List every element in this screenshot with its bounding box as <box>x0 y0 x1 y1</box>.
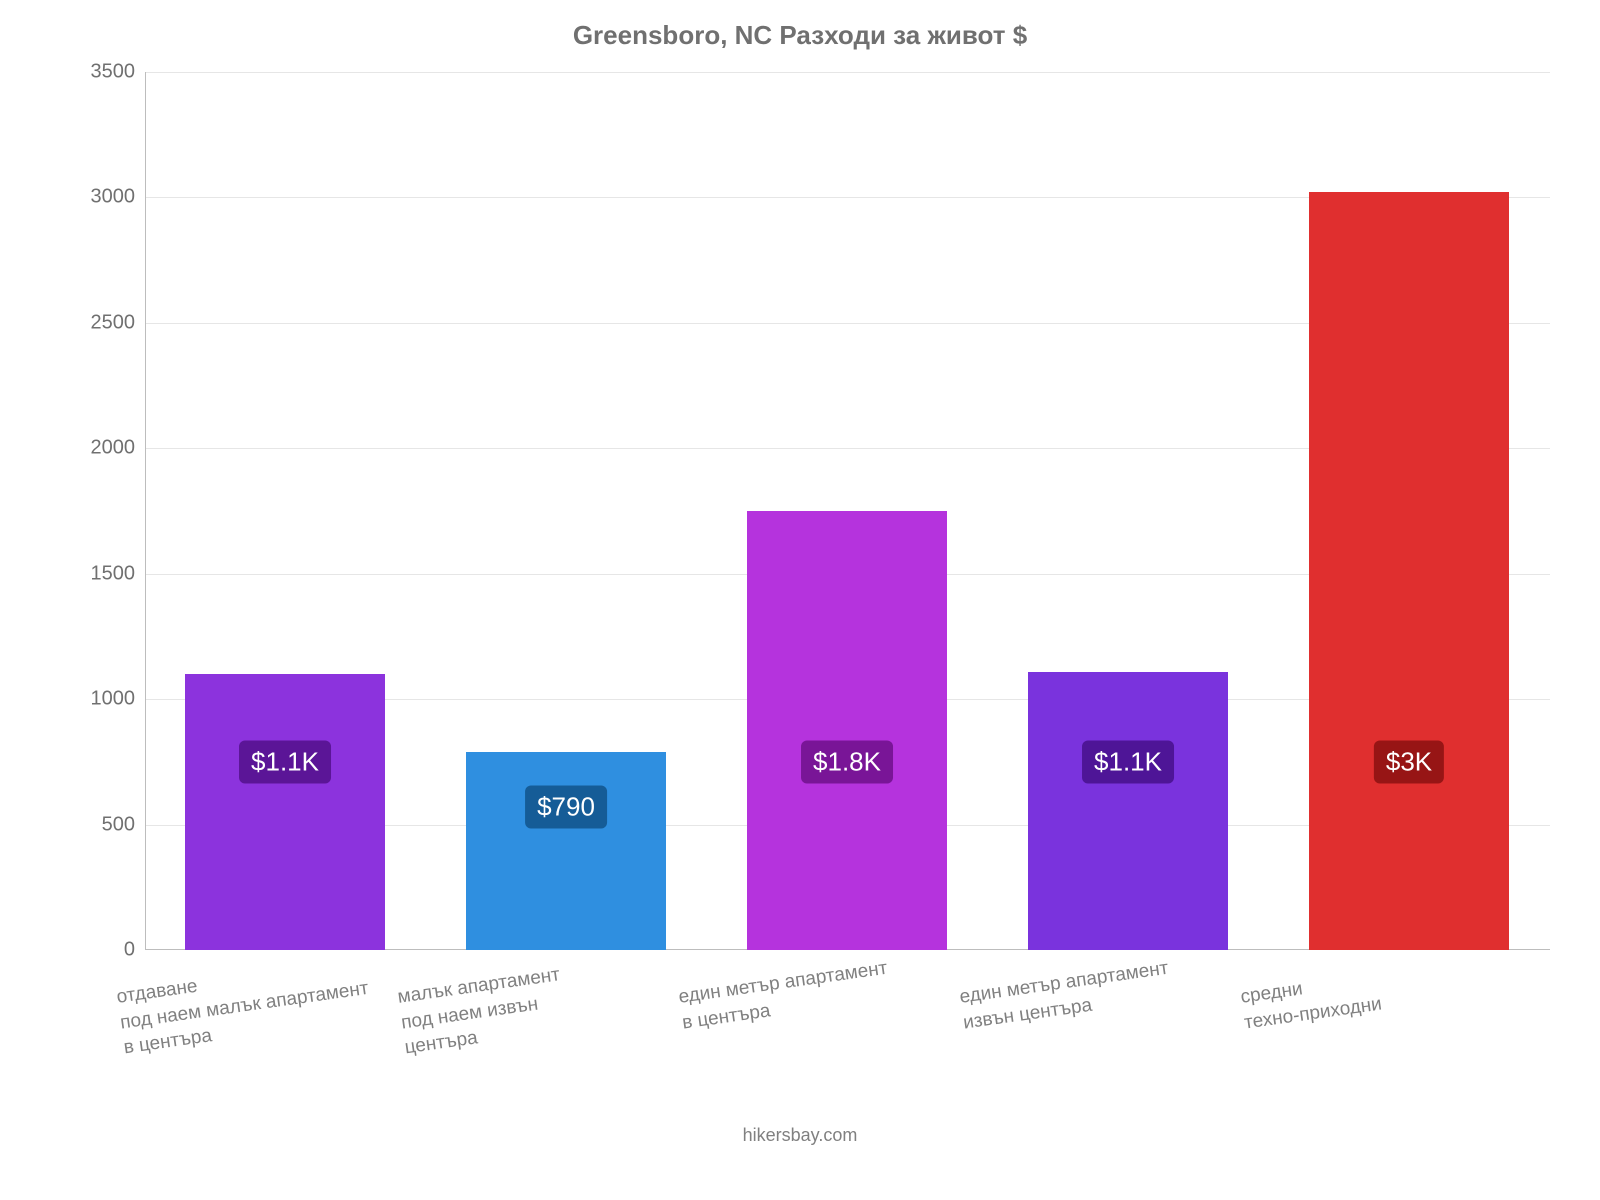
bar <box>466 752 666 950</box>
attribution-text: hikersbay.com <box>0 1125 1600 1146</box>
bar <box>185 674 385 950</box>
y-tick-label: 2000 <box>91 437 146 460</box>
bar-value-badge: $790 <box>525 786 607 829</box>
bar-value-badge: $1.1K <box>239 740 331 783</box>
grid-line <box>145 72 1550 73</box>
y-tick-label: 2500 <box>91 311 146 334</box>
x-tick-label: средни техно-приходни <box>1239 966 1383 1036</box>
bar <box>747 511 947 950</box>
bar-value-badge: $1.1K <box>1082 740 1174 783</box>
chart-container: Greensboro, NC Разходи за живот $ 050010… <box>0 0 1600 1200</box>
y-tick-label: 3000 <box>91 186 146 209</box>
bar <box>1028 672 1228 950</box>
bar <box>1309 192 1509 950</box>
plot-area: 0500100015002000250030003500$1.1Kотдаван… <box>145 72 1550 950</box>
chart-title: Greensboro, NC Разходи за живот $ <box>0 20 1600 51</box>
x-tick-label: малък апартамент под наем извън центъра <box>396 962 569 1061</box>
x-tick-label: един метър апартамент в центъра <box>677 956 893 1036</box>
bar-value-badge: $3K <box>1374 740 1444 783</box>
x-tick-label: един метър апартамент извън центъра <box>958 956 1174 1036</box>
y-tick-label: 0 <box>124 939 145 962</box>
bar-value-badge: $1.8K <box>801 740 893 783</box>
y-tick-label: 1000 <box>91 688 146 711</box>
y-tick-label: 1500 <box>91 562 146 585</box>
y-tick-label: 500 <box>102 813 145 836</box>
x-tick-label: отдаване под наем малък апартамент в цен… <box>115 950 374 1061</box>
y-axis-line <box>145 72 146 950</box>
y-tick-label: 3500 <box>91 61 146 84</box>
